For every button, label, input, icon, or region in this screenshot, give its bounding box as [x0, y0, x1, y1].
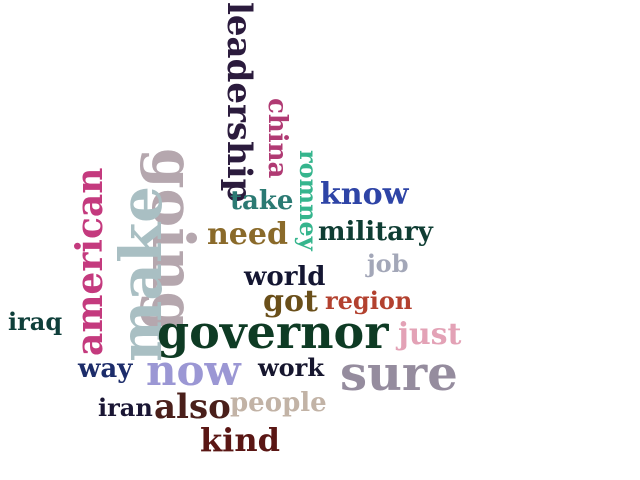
word-work: work: [258, 353, 324, 382]
word-military: military: [318, 217, 433, 247]
word-region: region: [325, 286, 413, 315]
word-china: china: [262, 98, 292, 179]
word-need: need: [207, 217, 288, 252]
word-got: got: [263, 284, 318, 319]
word-world: world: [244, 262, 326, 292]
word-know: know: [320, 177, 409, 212]
word-american: american: [69, 167, 111, 356]
word-iraq: iraq: [8, 307, 63, 336]
word-romney: romney: [294, 150, 323, 251]
word-take: take: [230, 186, 294, 216]
word-also: also: [154, 387, 231, 427]
word-iran: iran: [98, 393, 153, 422]
word-way: way: [78, 354, 133, 384]
word-governor: governor: [157, 305, 389, 359]
word-people: people: [230, 388, 327, 418]
word-sure: sure: [340, 346, 458, 402]
word-just: just: [398, 317, 462, 352]
word-now: now: [146, 346, 241, 395]
word-leadership: leadership: [219, 2, 259, 203]
word-kind: kind: [200, 421, 280, 459]
word-job: job: [367, 249, 409, 278]
